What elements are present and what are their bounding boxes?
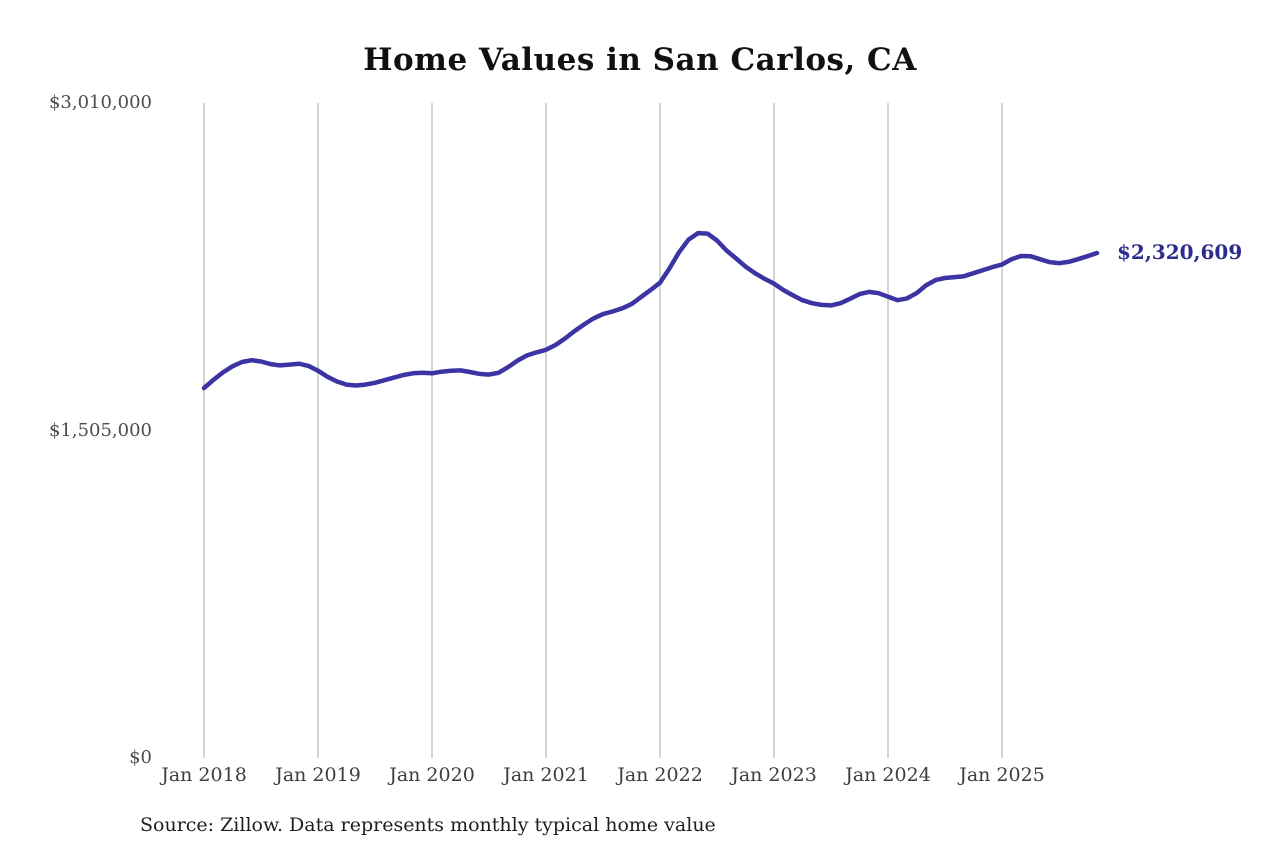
x-tick-label: Jan 2025 bbox=[959, 764, 1045, 786]
y-tick-label: $3,010,000 bbox=[48, 92, 152, 113]
x-tick-label: Jan 2020 bbox=[389, 764, 475, 786]
x-tick-label: Jan 2022 bbox=[617, 764, 703, 786]
x-tick-label: Jan 2021 bbox=[503, 764, 589, 786]
x-tick-label: Jan 2018 bbox=[161, 764, 247, 786]
x-tick-label: Jan 2024 bbox=[845, 764, 931, 786]
y-tick-label: $1,505,000 bbox=[48, 419, 152, 441]
x-tick-label: Jan 2019 bbox=[275, 764, 361, 786]
x-tick-label: Jan 2023 bbox=[731, 764, 817, 786]
last-value-label: $2,320,609 bbox=[1117, 240, 1243, 265]
chart-title: Home Values in San Carlos, CA bbox=[363, 42, 917, 78]
y-tick-label: $0 bbox=[129, 747, 152, 768]
value-line bbox=[201, 230, 1100, 391]
source-note: Source: Zillow. Data represents monthly … bbox=[140, 814, 716, 836]
